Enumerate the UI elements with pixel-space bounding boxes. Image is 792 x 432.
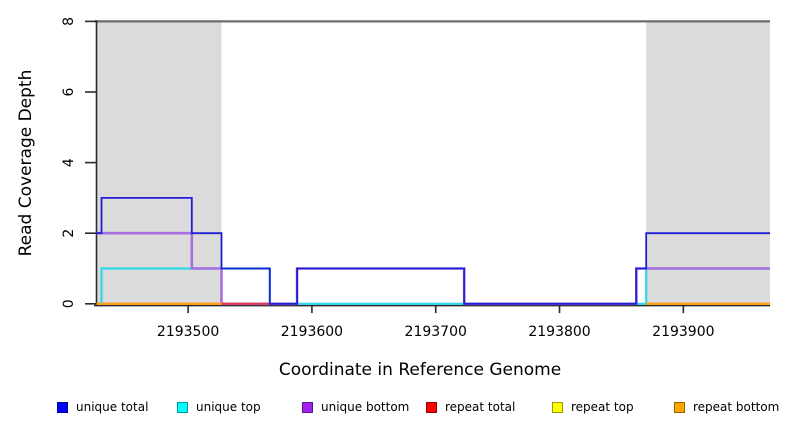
- series-line-unique-total: [96, 197, 770, 305]
- repeat-region-shade: [96, 21, 222, 305]
- x-tick-label: 2193900: [652, 324, 714, 340]
- y-tick-label: 8: [61, 17, 77, 26]
- plot-area: 2193500 2193600 2193700 2193800 2193900 0 2 4 6 8: [61, 17, 770, 340]
- y-tick-label: 2: [61, 229, 77, 238]
- x-tick-label: 2193500: [157, 324, 219, 340]
- y-axis-title: Read Coverage Depth: [16, 70, 36, 257]
- y-tick-label: 0: [61, 299, 77, 308]
- x-tick-label: 2193600: [281, 324, 343, 340]
- y-tick-label: 4: [61, 158, 77, 167]
- x-axis-title: Coordinate in Reference Genome: [279, 360, 561, 380]
- y-tick-label: 6: [61, 87, 77, 96]
- repeat-region-shade: [646, 21, 770, 305]
- x-tick-label: 2193700: [405, 324, 467, 340]
- x-tick-label: 2193800: [528, 324, 590, 340]
